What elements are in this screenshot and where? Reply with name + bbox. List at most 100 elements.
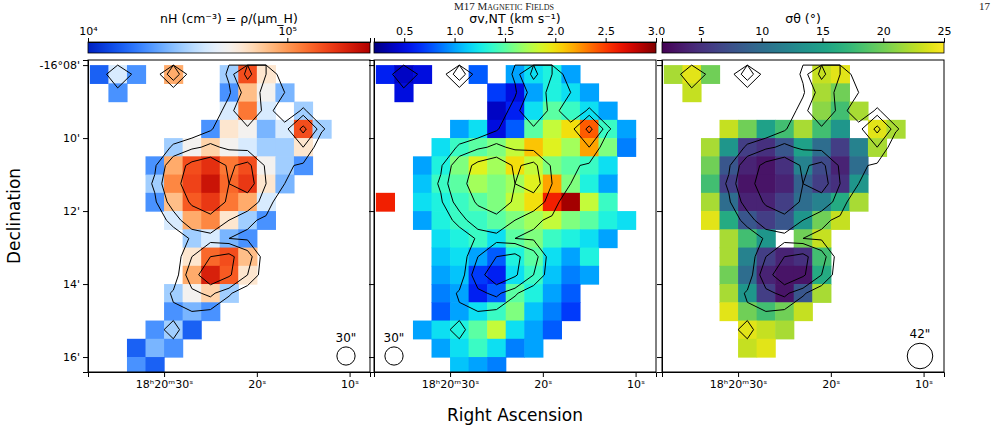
cell xyxy=(775,175,794,194)
cell xyxy=(738,266,757,285)
cell xyxy=(738,302,757,321)
axis-line xyxy=(657,61,663,373)
cell xyxy=(543,138,562,157)
cell xyxy=(413,211,432,230)
cell xyxy=(506,156,525,175)
axis-line xyxy=(89,373,371,378)
tick-label: 15 xyxy=(816,25,830,38)
cell xyxy=(201,175,220,194)
tick-mark xyxy=(543,372,544,377)
cell xyxy=(238,120,257,139)
cell xyxy=(413,193,432,212)
colorbar: 510152025 xyxy=(662,25,952,53)
cell xyxy=(561,120,580,139)
beam xyxy=(907,343,933,369)
cell xyxy=(812,193,831,212)
contour xyxy=(467,65,593,285)
panel: 18ʰ20ᵐ30ˢ20ˢ10ˢ30" xyxy=(369,60,657,391)
tick-label: 20ˢ xyxy=(248,378,266,391)
cell xyxy=(598,211,617,230)
tick-mark xyxy=(257,372,258,377)
tick-label: 10ˢ xyxy=(915,378,933,391)
tick: 20 xyxy=(877,25,891,42)
cell xyxy=(450,175,469,194)
tick-mark xyxy=(287,38,288,42)
cell xyxy=(506,266,525,285)
tick-label: 18ʰ20ᵐ30ˢ xyxy=(710,378,767,391)
beam xyxy=(385,347,403,365)
cell xyxy=(543,284,562,303)
cell xyxy=(598,156,617,175)
cell xyxy=(849,156,868,175)
contours xyxy=(107,65,325,339)
cell xyxy=(580,156,599,175)
cell xyxy=(432,138,451,157)
axis-line xyxy=(83,61,89,373)
contour xyxy=(162,65,317,297)
cell xyxy=(738,284,757,303)
cell xyxy=(561,193,580,212)
cell xyxy=(257,120,276,139)
cell xyxy=(524,302,543,321)
tick xyxy=(369,211,374,212)
tick-mark xyxy=(657,211,662,212)
cell xyxy=(543,266,562,285)
cell xyxy=(487,321,506,340)
tick: 20ˢ xyxy=(534,372,552,391)
cell xyxy=(506,321,525,340)
cell xyxy=(720,120,739,139)
tick xyxy=(369,138,374,139)
tick-label: 1.0 xyxy=(446,25,464,38)
tick-mark xyxy=(606,38,607,42)
x-axis-title: Right Ascension xyxy=(447,405,583,425)
cell xyxy=(561,302,580,321)
cell xyxy=(812,120,831,139)
tick: 10' xyxy=(63,132,88,145)
cell xyxy=(580,229,599,248)
cell xyxy=(720,266,739,285)
frame xyxy=(88,60,370,372)
tick: 18ʰ20ᵐ30ˢ xyxy=(136,372,193,391)
cell xyxy=(812,156,831,175)
cell xyxy=(757,321,776,340)
tick: 2.5 xyxy=(597,25,615,42)
cell xyxy=(487,120,506,139)
tick: -16°08' xyxy=(40,59,89,72)
cell xyxy=(812,102,831,121)
cell xyxy=(506,120,525,139)
cell xyxy=(432,284,451,303)
cell xyxy=(561,211,580,230)
contour xyxy=(681,65,899,339)
cell xyxy=(294,102,313,121)
contour xyxy=(107,65,325,339)
tick-label: 20ˢ xyxy=(822,378,840,391)
cell xyxy=(257,138,276,157)
x-axis: 18ʰ20ᵐ30ˢ 20ˢ 10ˢ xyxy=(663,372,945,391)
tick-mark xyxy=(656,38,657,42)
cell xyxy=(524,65,543,84)
tick-mark xyxy=(450,372,451,377)
tick: 0.5 xyxy=(396,25,414,42)
contour xyxy=(181,65,307,285)
frame xyxy=(662,60,944,372)
tick-label: 20ˢ xyxy=(534,378,552,391)
cell xyxy=(275,138,294,157)
tick xyxy=(657,138,662,139)
cell xyxy=(701,138,720,157)
tick-label: 10ˢ xyxy=(627,378,645,391)
cell xyxy=(580,193,599,212)
cell xyxy=(543,321,562,340)
tick-label: -16°08' xyxy=(40,59,81,72)
cell xyxy=(220,284,239,303)
cell xyxy=(450,357,469,372)
cell xyxy=(90,65,109,84)
colorbar: 10⁴10⁵ xyxy=(79,25,370,53)
cell xyxy=(524,339,543,358)
cell xyxy=(450,321,469,340)
cell xyxy=(469,211,488,230)
beam-label: 42" xyxy=(910,327,931,341)
tick xyxy=(369,284,374,285)
cell xyxy=(450,266,469,285)
cell xyxy=(598,175,617,194)
cell xyxy=(450,339,469,358)
